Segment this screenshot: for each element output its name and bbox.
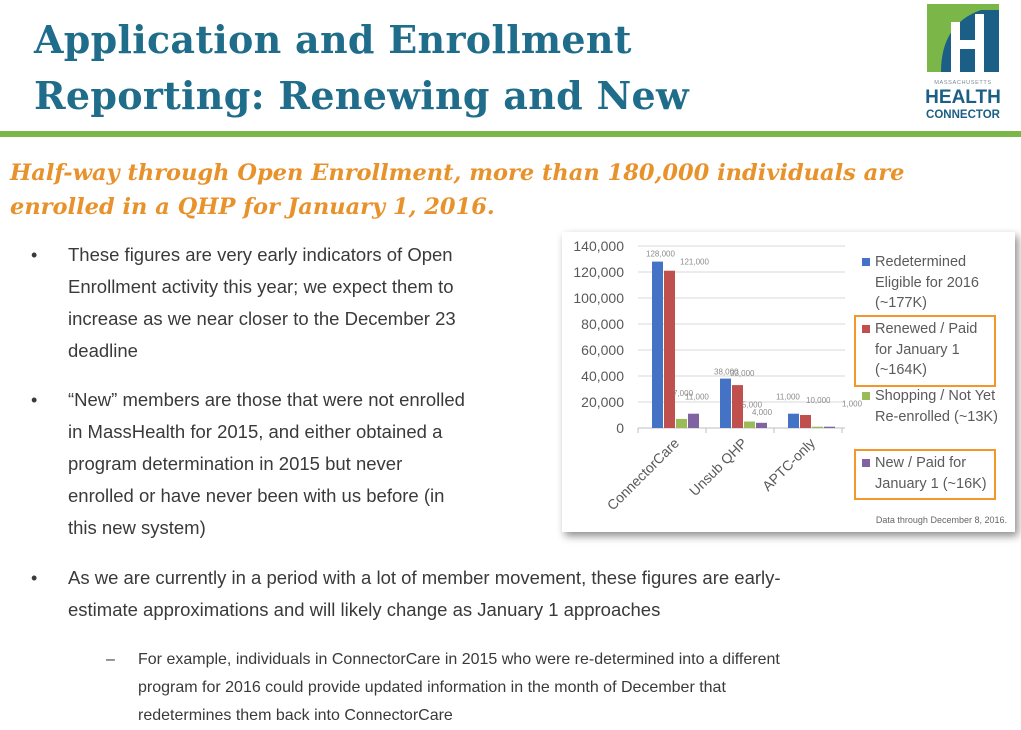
- bullet-line: Enrollment activity this year; we expect…: [68, 276, 454, 297]
- subtitle-line: Half-way through Open Enrollment, more t…: [10, 160, 905, 186]
- bullet-dot: •: [31, 568, 38, 588]
- bar: [732, 385, 743, 428]
- data-label: 4,000: [752, 408, 773, 417]
- bullet-2: • “New” members are those that were not …: [31, 384, 465, 544]
- bar: [688, 413, 699, 428]
- legend-label: New / Paid for: [875, 455, 967, 471]
- y-tick-label: 80,000: [581, 316, 624, 332]
- bar: [744, 421, 755, 428]
- legend-label: (~164K): [875, 362, 927, 378]
- legend-label: Shopping / Not Yet: [875, 388, 996, 404]
- bullet-line: increase as we near closer to the Decemb…: [68, 308, 456, 329]
- sub-bullet-dash: –: [106, 651, 115, 668]
- bullet-line: program determination in 2015 but never: [68, 453, 403, 474]
- legend-highlight-box: [854, 315, 996, 387]
- data-label: 121,000: [680, 258, 709, 267]
- x-category-label: ConnectorCare: [604, 435, 683, 514]
- bullet-1: • These figures are very early indicator…: [31, 239, 456, 367]
- y-tick-label: 40,000: [581, 368, 624, 384]
- bullet-dot: •: [31, 245, 38, 265]
- chart-footnote: Data through December 8, 2016.: [875, 515, 1007, 525]
- sub-bullet-line: redetermines them back into ConnectorCar…: [138, 707, 453, 724]
- legend-swatch: [862, 459, 870, 467]
- legend-swatch: [862, 325, 870, 333]
- bar: [788, 413, 799, 428]
- bar: [720, 378, 731, 428]
- bar: [812, 426, 823, 428]
- y-tick-label: 100,000: [573, 290, 624, 306]
- sub-bullet-line: program for 2016 could provide updated i…: [138, 679, 726, 696]
- data-label: 10,000: [806, 396, 831, 405]
- y-tick-label: 0: [616, 420, 624, 436]
- legend-label: (~177K): [875, 295, 927, 311]
- bullet-line: “New” members are those that were not en…: [68, 389, 465, 410]
- sub-bullet-line: For example, individuals in ConnectorCar…: [138, 651, 780, 668]
- legend-item: Shopping / Not Yet Re-enrolled (~13K): [862, 386, 998, 427]
- bullet-line: enrolled or have never been with us befo…: [68, 485, 445, 506]
- bar: [800, 415, 811, 428]
- data-label: 128,000: [646, 250, 675, 259]
- bullet-3: • As we are currently in a period with a…: [31, 562, 781, 626]
- legend-label: Renewed / Paid: [875, 321, 978, 337]
- health-connector-logo: MASSACHUSETTS HEALTH CONNECTOR: [925, 4, 1001, 121]
- bullet-dot: •: [31, 390, 38, 410]
- y-tick-label: 60,000: [581, 342, 624, 358]
- bullet-line: in MassHealth for 2015, and either obtai…: [68, 421, 443, 442]
- legend-swatch: [862, 392, 870, 400]
- data-label: 11,000: [776, 393, 800, 402]
- svg-text:HEALTH: HEALTH: [925, 87, 1001, 108]
- legend-highlight-box: [854, 449, 996, 500]
- title-line: Reporting: Renewing and New: [34, 73, 690, 118]
- chart-canvas: 0 20,000 40,000 60,000 80,000 100,000 120,000 1…: [573, 238, 863, 514]
- y-tick-label: 140,000: [573, 238, 624, 254]
- legend-swatch: [862, 258, 870, 266]
- legend-label: Redetermined: [875, 254, 967, 270]
- data-label: 38,000: [714, 368, 739, 377]
- enrollment-chart: 0 20,000 40,000 60,000 80,000 100,000 120,000 1…: [562, 232, 1015, 532]
- sub-bullet: – For example, individuals in ConnectorC…: [106, 646, 780, 730]
- bullet-line: this new system): [68, 517, 206, 538]
- data-label: 33,000: [730, 369, 755, 378]
- bullet-line: deadline: [68, 340, 138, 361]
- bullet-line: As we are currently in a period with a l…: [68, 567, 781, 588]
- bar: [664, 270, 675, 428]
- y-tick-label: 20,000: [581, 394, 624, 410]
- bullet-line: These figures are very early indicators …: [68, 244, 453, 265]
- legend-item: Renewed / Paid for January 1 (~164K): [862, 319, 978, 381]
- bar: [824, 426, 835, 428]
- legend-label: for January 1: [875, 341, 960, 358]
- bar: [756, 422, 767, 428]
- data-label: 5,000: [742, 401, 763, 410]
- y-tick-label: 120,000: [573, 264, 624, 280]
- x-category-label: APTC-only: [759, 435, 818, 494]
- x-category-label: Unsub QHP: [686, 435, 750, 499]
- svg-text:CONNECTOR: CONNECTOR: [926, 109, 1001, 121]
- legend-label: January 1 (~16K): [875, 475, 987, 492]
- bar: [652, 261, 663, 428]
- header-divider: [0, 131, 1021, 137]
- bar: [676, 418, 687, 428]
- svg-text:MASSACHUSETTS: MASSACHUSETTS: [934, 80, 992, 86]
- bullet-line: estimate approximations and will likely …: [68, 599, 661, 620]
- legend-item: Redetermined Eligible for 2016 (~177K): [862, 252, 979, 314]
- legend-label: Re-enrolled (~13K): [875, 408, 998, 425]
- data-label: 7,000: [673, 389, 694, 398]
- subtitle-line: enrolled in a QHP for January 1, 2016.: [10, 194, 495, 220]
- slide-title: Application and Enrollment Reporting: Re…: [34, 12, 689, 124]
- slide-subtitle: Half-way through Open Enrollment, more t…: [10, 156, 904, 224]
- title-line: Application and Enrollment: [34, 17, 632, 62]
- data-label: 11,000: [685, 393, 709, 402]
- data-label: 1,000: [842, 400, 863, 409]
- legend-label: Eligible for 2016: [875, 274, 979, 291]
- legend-item: New / Paid for January 1 (~16K): [862, 453, 987, 494]
